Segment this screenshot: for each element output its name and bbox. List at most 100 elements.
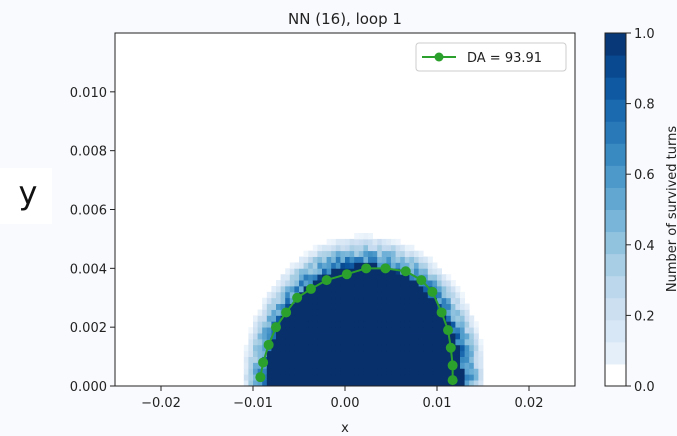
heatmap-cell bbox=[312, 321, 318, 328]
heatmap-cell bbox=[257, 333, 263, 340]
heatmap-cell bbox=[395, 291, 401, 299]
heatmap-cell bbox=[354, 238, 360, 246]
heatmap-cell bbox=[354, 303, 360, 310]
heatmap-cell bbox=[460, 356, 465, 363]
heatmap-cell bbox=[294, 368, 300, 375]
heatmap-cell bbox=[349, 344, 355, 352]
heatmap-cell bbox=[331, 280, 337, 287]
heatmap-cell bbox=[299, 368, 304, 375]
heatmap-cell bbox=[271, 285, 277, 293]
heatmap-cell bbox=[404, 362, 410, 369]
heatmap-cell bbox=[312, 244, 318, 252]
heatmap-cell bbox=[381, 380, 387, 386]
heatmap-cell bbox=[335, 297, 341, 305]
heatmap-cell bbox=[276, 380, 281, 386]
heatmap-cell bbox=[372, 256, 378, 263]
x-tick-label: −0.01 bbox=[233, 396, 273, 411]
heatmap-cell bbox=[423, 309, 429, 316]
heatmap-cell bbox=[331, 309, 337, 316]
heatmap-cell bbox=[368, 244, 373, 252]
heatmap-cell bbox=[368, 338, 373, 346]
heatmap-cell bbox=[372, 362, 378, 369]
heatmap-cell bbox=[349, 333, 355, 340]
heatmap-cell bbox=[345, 250, 350, 257]
heatmap-cell bbox=[381, 350, 387, 357]
heatmap-cell bbox=[266, 356, 272, 363]
heatmap-cell bbox=[322, 350, 327, 357]
heatmap-cell bbox=[308, 291, 314, 299]
heatmap-cell bbox=[455, 380, 461, 386]
heatmap-cell bbox=[253, 327, 258, 334]
heatmap-cell bbox=[312, 280, 318, 287]
chart-title: NN (16), loop 1 bbox=[288, 10, 402, 28]
y-axis-label: y bbox=[19, 174, 38, 212]
heatmap-cell bbox=[303, 350, 309, 357]
heatmap-cell bbox=[303, 274, 309, 281]
heatmap-cell bbox=[446, 338, 452, 346]
heatmap-cell bbox=[285, 327, 291, 334]
heatmap-cell bbox=[414, 380, 419, 386]
heatmap-cell bbox=[400, 368, 406, 375]
heatmap-cell bbox=[460, 362, 465, 369]
heatmap-cell bbox=[404, 344, 410, 352]
heatmap-cell bbox=[455, 362, 461, 369]
heatmap-cell bbox=[427, 380, 433, 386]
heatmap-cell bbox=[377, 350, 383, 357]
heatmap-cell bbox=[303, 333, 309, 340]
heatmap-cell bbox=[266, 315, 272, 322]
heatmap-cell bbox=[285, 297, 291, 305]
heatmap-cell bbox=[391, 244, 396, 252]
heatmap-cell bbox=[441, 280, 447, 287]
heatmap-cell bbox=[400, 274, 406, 281]
heatmap-cell bbox=[391, 327, 396, 334]
heatmap-cell bbox=[326, 285, 332, 293]
heatmap-cell bbox=[381, 274, 387, 281]
heatmap-cell bbox=[299, 350, 304, 357]
heatmap-cell bbox=[322, 374, 327, 381]
heatmap-cell bbox=[271, 309, 277, 316]
heatmap-cell bbox=[441, 362, 447, 369]
heatmap-cell bbox=[381, 303, 387, 310]
heatmap-cell bbox=[243, 380, 249, 386]
heatmap-cell bbox=[395, 338, 401, 346]
heatmap-cell bbox=[418, 362, 424, 369]
heatmap-cell bbox=[455, 374, 461, 381]
heatmap-cell bbox=[423, 356, 429, 363]
heatmap-cell bbox=[276, 356, 281, 363]
heatmap-cell bbox=[312, 350, 318, 357]
heatmap-cell bbox=[368, 374, 373, 381]
heatmap-cell bbox=[414, 285, 419, 293]
heatmap-cell bbox=[469, 344, 475, 352]
heatmap-cell bbox=[409, 303, 415, 310]
heatmap-cell bbox=[404, 280, 410, 287]
colorbar-label: Number of survived turns bbox=[665, 126, 677, 292]
heatmap-cell bbox=[395, 321, 401, 328]
heatmap-cell bbox=[368, 256, 373, 263]
heatmap-cell bbox=[317, 291, 323, 299]
colorbar-step bbox=[605, 121, 626, 144]
heatmap-cell bbox=[363, 250, 369, 257]
heatmap-cell bbox=[437, 315, 442, 322]
heatmap-cell bbox=[299, 309, 304, 316]
heatmap-cell bbox=[280, 368, 286, 375]
heatmap-cell bbox=[358, 244, 364, 252]
heatmap-cell bbox=[418, 338, 424, 346]
heatmap-cell bbox=[414, 344, 419, 352]
heatmap-cell bbox=[409, 262, 415, 269]
heatmap-cell bbox=[414, 338, 419, 346]
heatmap-cell bbox=[418, 333, 424, 340]
legend-box bbox=[415, 42, 567, 72]
heatmap-cell bbox=[460, 315, 465, 322]
heatmap-cell bbox=[349, 356, 355, 363]
heatmap-cell bbox=[363, 338, 369, 346]
heatmap-cell bbox=[271, 350, 277, 357]
heatmap-cell bbox=[262, 344, 268, 352]
heatmap-cell bbox=[391, 250, 396, 257]
heatmap-cell bbox=[322, 338, 327, 346]
heatmap-cell bbox=[253, 350, 258, 357]
heatmap-cell bbox=[446, 321, 452, 328]
heatmap-cell bbox=[478, 350, 484, 357]
heatmap-cell bbox=[340, 238, 346, 246]
heatmap-cell bbox=[354, 315, 360, 322]
heatmap-cell bbox=[243, 374, 249, 381]
